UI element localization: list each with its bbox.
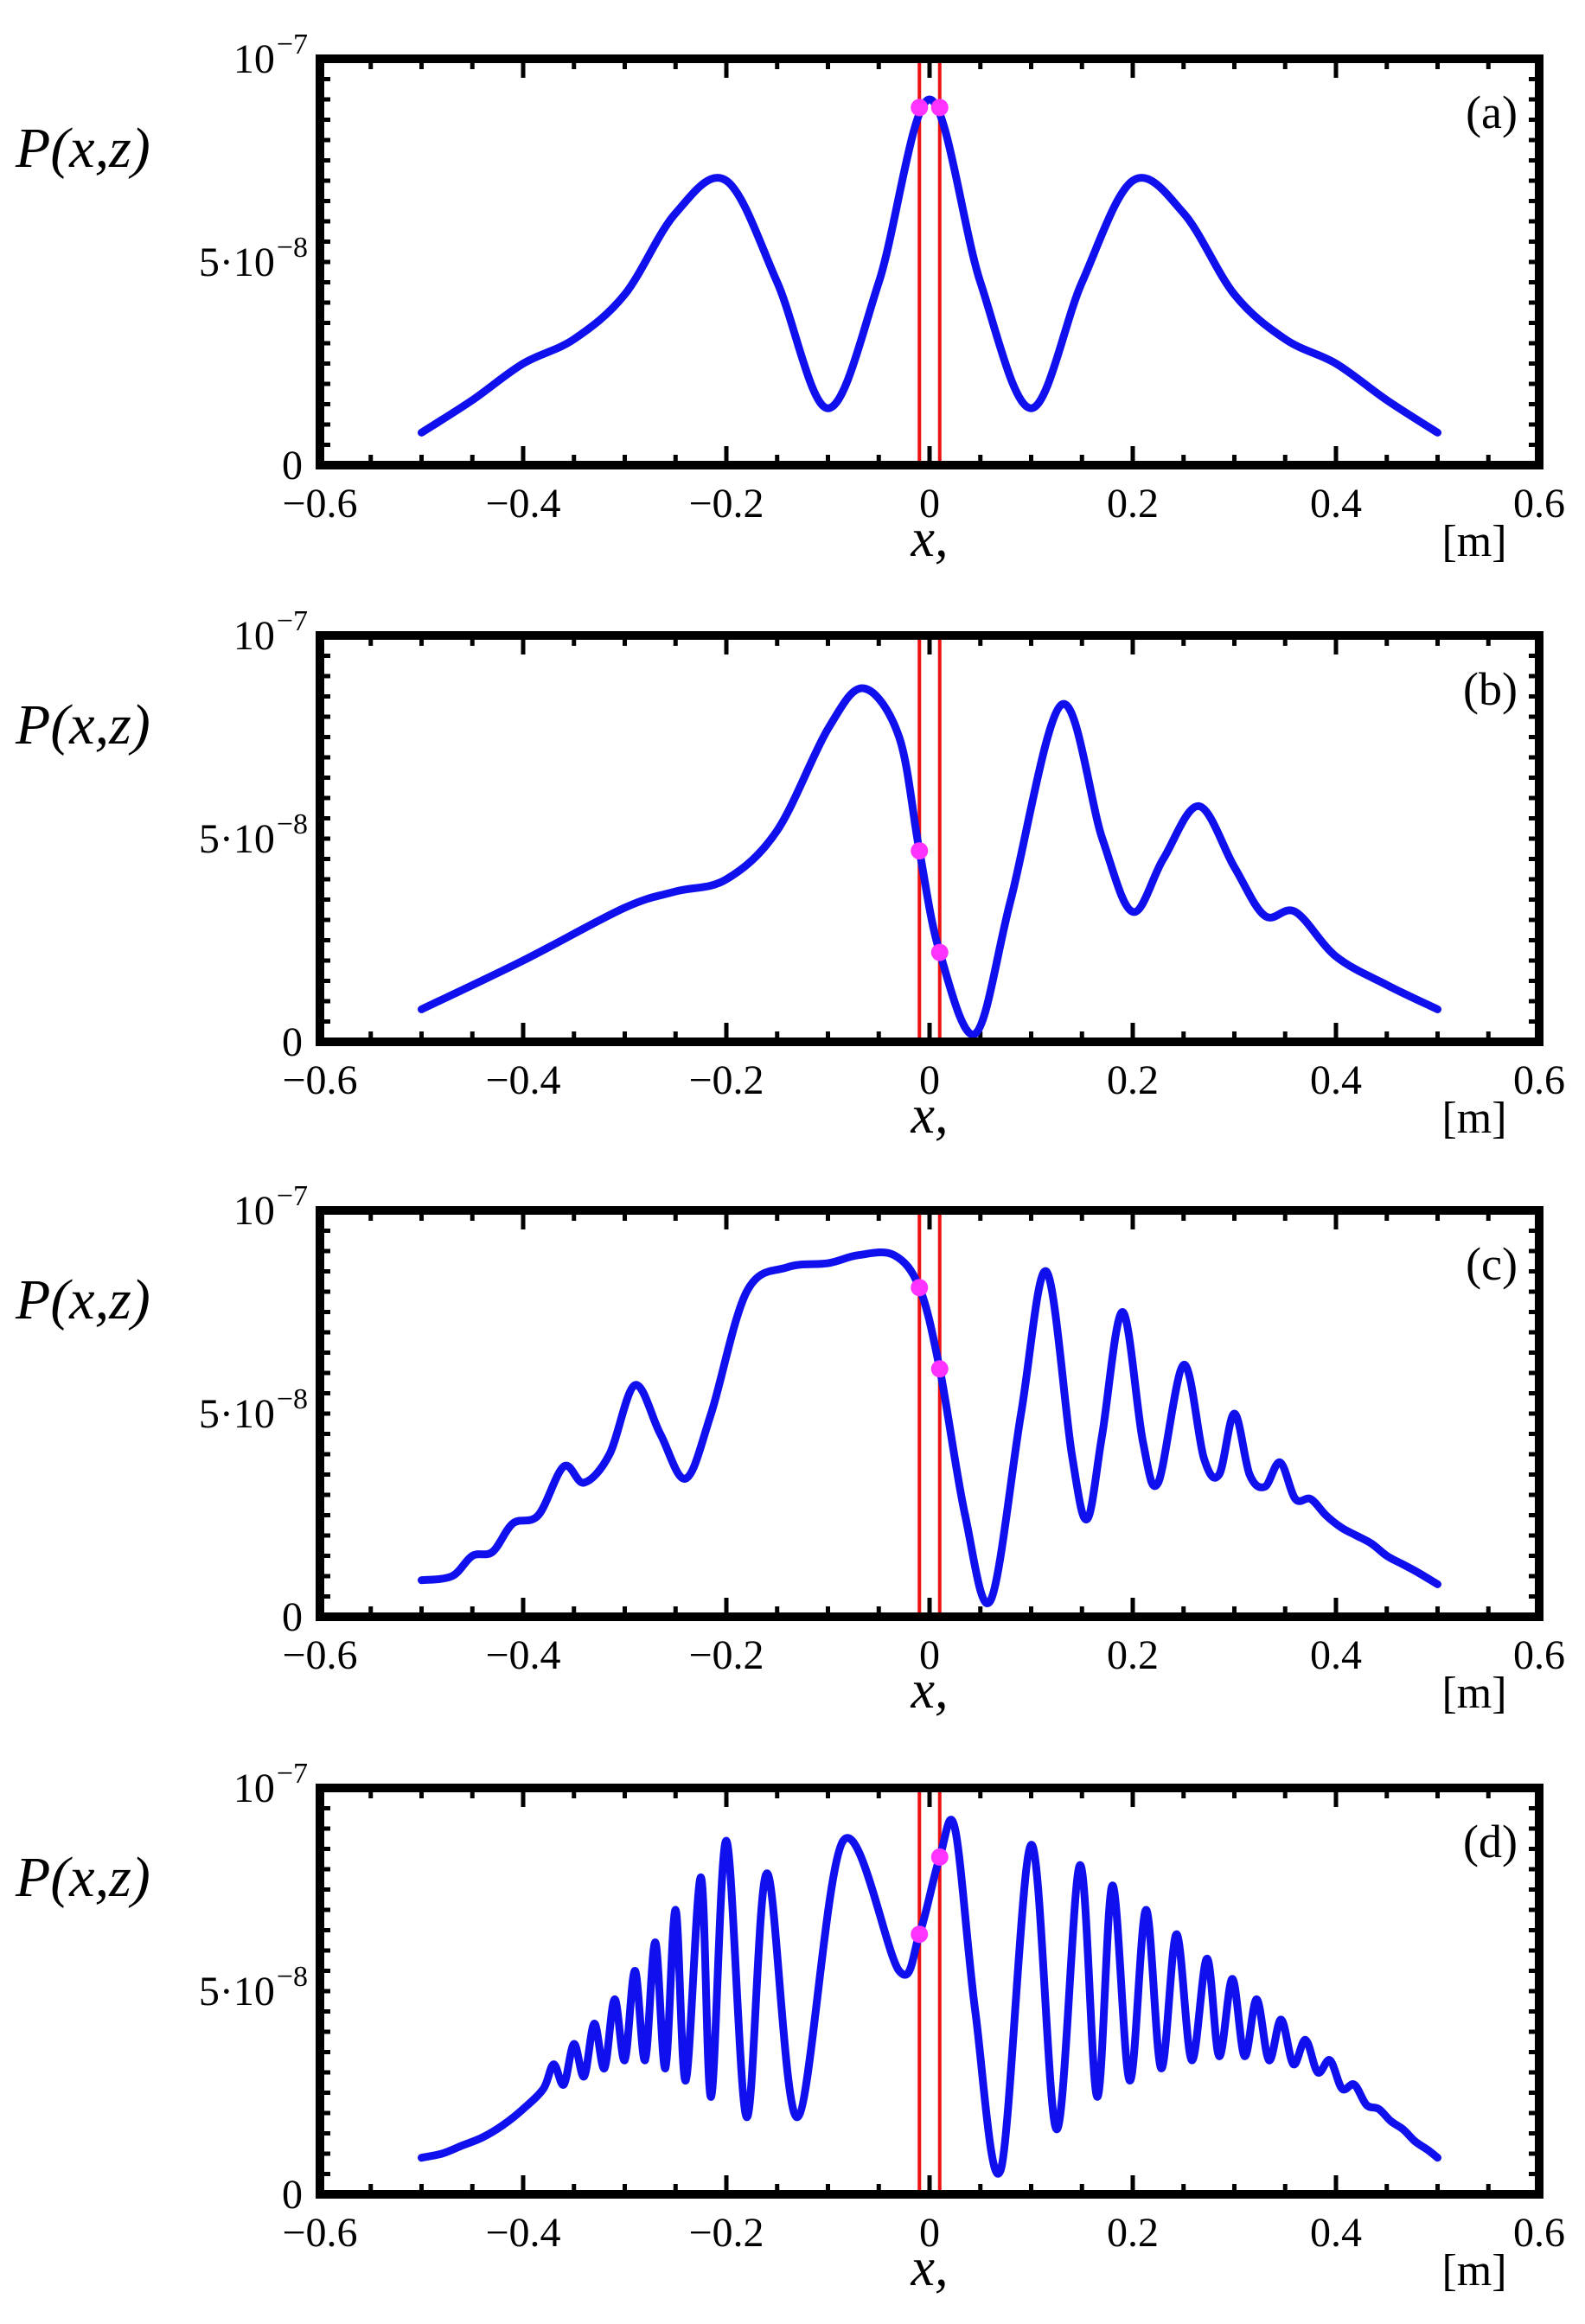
marker-point-1 — [911, 99, 929, 117]
y-tick-label: 10 −7 — [233, 1758, 308, 1811]
x-tick-label: 0.6 — [1513, 2210, 1565, 2256]
series-line-1 — [418, 684, 1441, 1039]
x-tick-label: −0.6 — [282, 1632, 357, 1678]
x-tick-label: 0.2 — [1107, 2210, 1159, 2256]
x-tick-label: 0 — [919, 1057, 940, 1103]
chart-panel-a: −0.6 −0.4 −0.2 0 0.2 0.4 0.6 0 5·10 −8 10 −7 P(x,z) x… — [15, 29, 1565, 568]
plot-frame — [316, 1206, 1543, 1621]
y-tick-exponent: −8 — [277, 1383, 308, 1415]
panel-label: (c) — [1466, 1238, 1518, 1290]
marker-point-2 — [930, 1360, 949, 1378]
y-axis-label: P(x,z) — [15, 1846, 150, 1909]
y-tick-label: 0 — [282, 1594, 303, 1640]
x-axis-unit: [m] — [1441, 1094, 1506, 1143]
series-line-1 — [418, 1248, 1441, 1607]
y-tick-label: 5·10 −8 — [199, 1383, 308, 1437]
x-axis-label: x, — [910, 2238, 948, 2297]
y-tick-label: 10 −7 — [233, 1180, 308, 1234]
y-tick-base: 10 — [233, 36, 275, 82]
x-tick-label: −0.4 — [485, 1632, 560, 1678]
x-tick-label: −0.6 — [282, 481, 357, 527]
y-tick-label: 0 — [282, 1019, 303, 1065]
chart-panel-d: −0.6 −0.4 −0.2 0 0.2 0.4 0.6 0 5·10 −8 10 −7 P(x,z) x… — [15, 1758, 1565, 2297]
x-tick-label: 0.6 — [1513, 1632, 1565, 1678]
x-tick-label: −0.2 — [688, 1057, 764, 1103]
marker-point-1 — [911, 1279, 929, 1297]
y-tick-label: 5·10 −8 — [199, 1961, 308, 2014]
x-axis-label: x, — [910, 509, 948, 568]
y-tick-base: 10 — [233, 613, 275, 659]
x-tick-label: 0.4 — [1310, 1632, 1362, 1678]
x-tick-label: −0.2 — [688, 2210, 764, 2256]
plot-frame — [316, 1784, 1543, 2199]
x-tick-label: −0.4 — [485, 2210, 560, 2256]
x-axis-unit: [m] — [1441, 2246, 1506, 2295]
x-tick-label: −0.6 — [282, 1057, 357, 1103]
chart-panel-b: −0.6 −0.4 −0.2 0 0.2 0.4 0.6 0 5·10 −8 10 −7 P(x,z) x… — [15, 605, 1565, 1145]
y-tick-base: 10 — [233, 1765, 275, 1811]
plot-frame — [316, 631, 1543, 1046]
chart-panel-c: −0.6 −0.4 −0.2 0 0.2 0.4 0.6 0 5·10 −8 10 −7 P(x,z) x… — [15, 1180, 1565, 1720]
y-tick-exponent: −7 — [277, 1758, 308, 1790]
marker-point-2 — [930, 1848, 949, 1866]
x-tick-label: 0 — [919, 481, 940, 527]
x-tick-label: 0.2 — [1107, 1632, 1159, 1678]
panel-label: (a) — [1466, 86, 1518, 138]
y-axis-label: P(x,z) — [15, 693, 150, 757]
panel-label: (b) — [1463, 663, 1518, 715]
x-tick-label: 0 — [919, 1632, 940, 1678]
x-axis-label: x, — [910, 1086, 948, 1145]
y-axis-label: P(x,z) — [15, 117, 150, 180]
x-tick-label: 0.6 — [1513, 481, 1565, 527]
y-tick-base: 5·10 — [199, 1391, 275, 1437]
y-tick-base: 0 — [282, 1019, 303, 1065]
y-tick-label: 10 −7 — [233, 29, 308, 82]
y-tick-base: 0 — [282, 443, 303, 488]
y-axis-label: P(x,z) — [15, 1268, 150, 1331]
y-tick-base: 5·10 — [199, 1969, 275, 2014]
y-tick-exponent: −8 — [277, 232, 308, 264]
x-axis-unit: [m] — [1441, 517, 1506, 566]
y-tick-exponent: −8 — [277, 1961, 308, 1993]
y-tick-base: 0 — [282, 1594, 303, 1640]
x-tick-label: −0.4 — [485, 1057, 560, 1103]
y-tick-base: 10 — [233, 1188, 275, 1234]
marker-point-1 — [911, 1925, 929, 1944]
y-tick-base: 5·10 — [199, 816, 275, 862]
x-tick-label: 0.6 — [1513, 1057, 1565, 1103]
panel-label: (d) — [1463, 1816, 1518, 1868]
y-tick-label: 10 −7 — [233, 605, 308, 659]
x-tick-label: −0.6 — [282, 2210, 357, 2256]
x-tick-label: 0.2 — [1107, 481, 1159, 527]
marker-point-2 — [930, 99, 949, 117]
y-tick-exponent: −8 — [277, 808, 308, 840]
y-tick-base: 5·10 — [199, 239, 275, 285]
y-tick-label: 5·10 −8 — [199, 808, 308, 862]
y-tick-label: 0 — [282, 443, 303, 488]
series-line-1 — [418, 1816, 1441, 2178]
x-tick-label: −0.4 — [485, 481, 560, 527]
plot-frame — [316, 54, 1543, 469]
y-tick-exponent: −7 — [277, 29, 308, 61]
x-axis-label: x, — [910, 1661, 948, 1720]
x-tick-label: 0.4 — [1310, 1057, 1362, 1103]
x-tick-label: 0.4 — [1310, 2210, 1362, 2256]
y-tick-base: 0 — [282, 2172, 303, 2218]
x-tick-label: −0.2 — [688, 1632, 764, 1678]
y-tick-label: 5·10 −8 — [199, 232, 308, 285]
y-tick-label: 0 — [282, 2172, 303, 2218]
marker-point-1 — [911, 842, 929, 860]
y-tick-exponent: −7 — [277, 605, 308, 637]
series-line-1 — [418, 95, 1441, 437]
x-axis-unit: [m] — [1441, 1669, 1506, 1718]
x-tick-label: −0.2 — [688, 481, 764, 527]
marker-point-2 — [930, 943, 949, 961]
x-tick-label: 0.4 — [1310, 481, 1362, 527]
x-tick-label: 0.2 — [1107, 1057, 1159, 1103]
y-tick-exponent: −7 — [277, 1180, 308, 1212]
x-tick-label: 0 — [919, 2210, 940, 2256]
